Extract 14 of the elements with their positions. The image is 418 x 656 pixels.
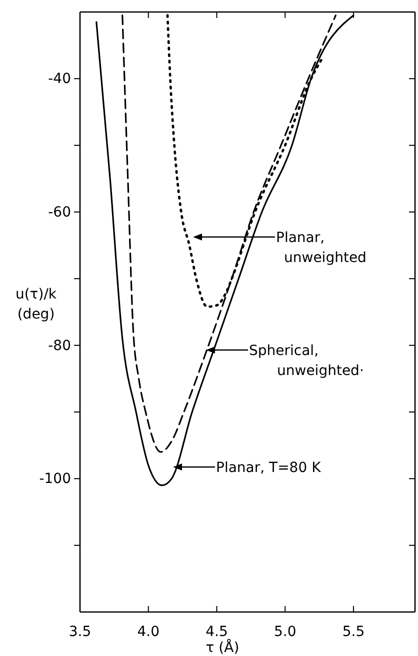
y-tick-label: -60 [48, 204, 71, 220]
x-tick-label: 4.0 [137, 624, 160, 640]
x-tick-label: 5.0 [274, 624, 296, 640]
x-tick-label: 4.5 [206, 624, 228, 640]
y-tick-label: -100 [39, 471, 71, 488]
y-tick-label: -80 [48, 338, 71, 354]
x-axis-title: τ (Å) [206, 639, 240, 656]
y-axis-title: u(τ)/k (deg) [15, 286, 58, 323]
y-tick-label: -40 [48, 71, 71, 88]
annotation: Planar, unweighted [276, 230, 366, 266]
annotation: Spherical, unweighted· [249, 343, 364, 379]
annotation: Planar, T=80 K [216, 460, 322, 476]
x-tick-label: 5.5 [342, 624, 365, 640]
x-tick-label: 3.5 [68, 624, 92, 640]
